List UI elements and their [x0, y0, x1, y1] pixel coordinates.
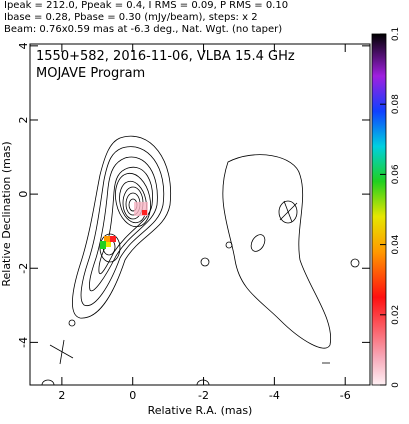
plot-frame — [29, 43, 371, 386]
y-tick-label: 4 — [17, 42, 30, 49]
header-line: Ipeak = 212.0, Ppeak = 0.4, I RMS = 0.09… — [4, 0, 288, 11]
y-tick-label: -4 — [17, 337, 30, 348]
x-tick-label: -6 — [340, 389, 351, 402]
colorbar-tick-label: 0 — [391, 382, 401, 388]
colorbar-tick-label: 0.02 — [391, 305, 401, 325]
y-tick-label: 2 — [17, 116, 30, 123]
header-line: Beam: 0.76x0.59 mas at -6.3 deg., Nat. W… — [4, 24, 282, 35]
x-tick-label: -4 — [269, 389, 280, 402]
colorbar-tick-label: 0.04 — [391, 234, 401, 254]
colorbar-tick-label: 0.06 — [391, 164, 401, 184]
x-tick-label: -2 — [198, 389, 209, 402]
y-tick-label: 0 — [17, 191, 30, 198]
colorbar-tick-label: 0.08 — [391, 94, 401, 114]
y-tick-label: -2 — [17, 263, 30, 274]
colorbar-tick-label: 0.1 — [391, 27, 401, 41]
x-tick-label: 2 — [58, 389, 65, 402]
contours — [41, 135, 360, 385]
chart-subtitle: MOJAVE Program — [36, 66, 145, 81]
header-line: Ibase = 0.28, Pbase = 0.30 (mJy/beam), s… — [4, 12, 258, 23]
y-axis-label: Relative Declination (mas) — [0, 141, 13, 286]
x-axis-label: Relative R.A. (mas) — [148, 404, 253, 417]
colorbar — [371, 33, 387, 386]
chart-title: 1550+582, 2016-11-06, VLBA 15.4 GHz — [36, 49, 295, 64]
x-tick-label: 0 — [129, 389, 136, 402]
